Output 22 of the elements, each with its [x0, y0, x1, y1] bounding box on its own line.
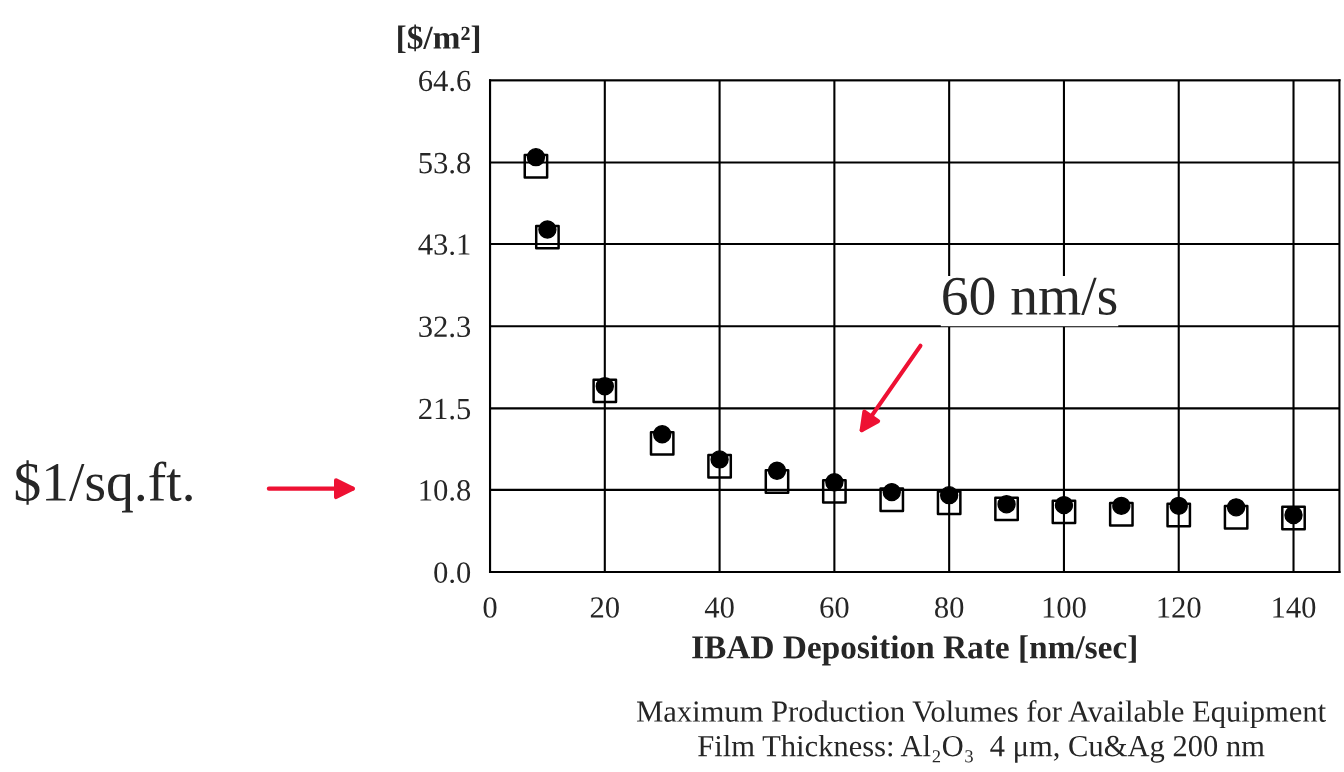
- y-tick-label: 43.1: [418, 234, 470, 255]
- x-tick-label: 100: [1043, 597, 1086, 618]
- y-tick-label: 53.8: [419, 152, 471, 174]
- y-tick-label: 64.6: [419, 70, 471, 92]
- x-tick-label: 140: [1273, 597, 1316, 618]
- annotation: 60 nm/s: [943, 277, 1117, 315]
- y-tick-label: 21.5: [419, 398, 471, 420]
- x-tick-label: 60: [820, 597, 849, 618]
- x-axis-title: IBAD Deposition Rate [nm/sec]: [692, 635, 1136, 666]
- x-tick-label: 80: [935, 597, 964, 618]
- text: Maximum Production Volumes for Available Equipment: [636, 700, 1326, 729]
- x-tick-label: 20: [590, 597, 619, 618]
- y-tick-label: 32.3: [419, 316, 471, 338]
- text: $1/sq.ft.: [15, 460, 192, 513]
- text: Film Thickness: Al₂O₃ 4 μm, Cu&Ag 200 nm: [698, 734, 1265, 763]
- y-tick-label: 0.0: [434, 562, 471, 584]
- x-tick-label: 0: [483, 597, 497, 618]
- point: [767, 461, 787, 480]
- y-tick-label: 10.8: [420, 480, 471, 501]
- x-tick-label: 40: [704, 597, 734, 618]
- x-tick-label: 120: [1158, 597, 1201, 618]
- y-axis-title: [$/m²]: [398, 24, 480, 54]
